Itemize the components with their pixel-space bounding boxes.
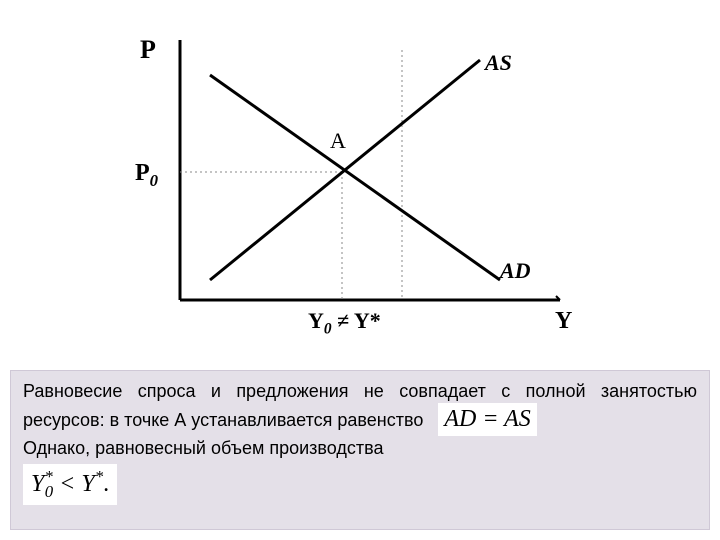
caption-box: Равновесие спроса и предложения не совпа… [10,370,710,530]
label-p: P [140,35,156,65]
chart-svg [80,20,640,350]
y0-text: Y [308,308,324,333]
ystar-text: Y* [354,308,381,333]
fy1sub: 0 [45,482,53,501]
fy1: Y [31,471,44,497]
caption-line1: Равновесие спроса и предложения не совпа… [23,379,697,436]
label-y: Y [555,308,572,335]
fend: . [103,471,109,497]
flt: < [53,471,81,497]
label-a-point: A [330,128,346,154]
label-ad: AD [500,258,531,284]
formula-y-inequality: Y*0 < Y*. [23,464,117,505]
neq-mid: ≠ [332,308,354,333]
label-p0-sub: 0 [150,171,158,190]
caption-line2: Однако, равновесный объем производства [23,436,697,460]
ad-as-chart: P P0 AS AD A Y Y0 ≠ Y* [80,20,640,350]
caption-text-1b: в точке А устанавливается равенство [110,410,424,430]
label-as: AS [485,50,512,76]
label-p0: P0 [135,160,158,191]
ad-curve [210,75,500,280]
label-p0-text: P [135,160,150,186]
fy2: Y [81,471,94,497]
y0-sub: 0 [324,320,332,337]
label-y0-neq-ystar: Y0 ≠ Y* [308,308,381,338]
caption-formula-row: Y*0 < Y*. [23,460,697,505]
formula-ad-as: AD = AS [438,403,536,435]
fy2sup: * [95,467,103,486]
